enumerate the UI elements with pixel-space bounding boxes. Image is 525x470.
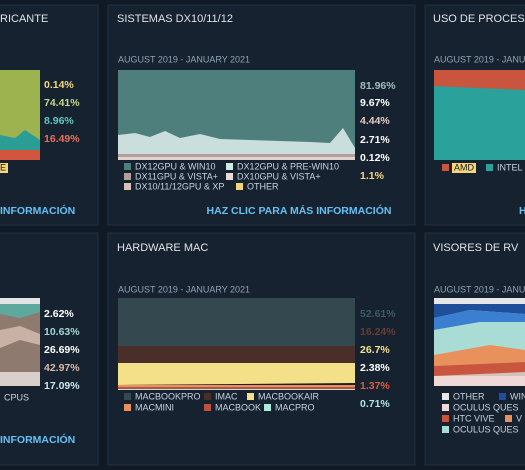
legend-label: DX12GPU & WIN10 (135, 161, 216, 171)
value-label: 0.12% (360, 152, 390, 164)
value-label: 42.97% (44, 362, 80, 374)
panel-title: USO DE PROCESA (433, 13, 525, 25)
panel-title: RICANTE (0, 13, 48, 25)
legend-swatch (442, 415, 449, 422)
value-label: 16.24% (360, 326, 396, 338)
legend-label: V (516, 413, 522, 423)
period: AUGUST 2019 - JANUA (434, 54, 525, 64)
legend-swatch (124, 163, 131, 170)
legend-label: OCULUS QUES (453, 402, 519, 412)
area-chart (0, 298, 40, 386)
value-label: 0.14% (44, 79, 74, 91)
legend-swatch (247, 393, 254, 400)
panel-title: VISORES DE RV (433, 242, 519, 254)
area-chart (118, 298, 355, 390)
legend-label: DX10/11/12GPU & XP (135, 181, 224, 191)
value-label: 10.63% (44, 326, 80, 338)
legend-label: OCULUS QUES (453, 424, 519, 434)
value-label: 52.61% (360, 308, 396, 320)
link[interactable]: H (519, 205, 525, 217)
area-chart (434, 298, 525, 386)
legend-swatch (204, 404, 211, 411)
legend-label: DX10GPU & VISTA+ (237, 171, 321, 181)
legend-highlight (452, 163, 476, 173)
legend-label: HTC VIVE (453, 413, 495, 423)
legend-swatch (124, 183, 131, 190)
legend-label: MACBOOKPRO (135, 391, 201, 401)
value-label: 0.71% (360, 398, 390, 410)
value-label: 2.38% (360, 362, 390, 374)
legend-swatch (442, 164, 449, 171)
value-label: 2.71% (360, 134, 390, 146)
value-label: 1.1% (360, 170, 385, 182)
legend-swatch (124, 404, 131, 411)
legend-label: OTHER (453, 391, 485, 401)
legend-label: AMD (454, 162, 475, 172)
legend-highlight (0, 163, 8, 173)
legend-swatch (264, 404, 271, 411)
legend-swatch (226, 173, 233, 180)
link[interactable]: INFORMACIÓN (0, 204, 75, 217)
value-label: 1.37% (360, 380, 390, 392)
legend-label: MACBOOK (215, 402, 261, 412)
legend-label: E (0, 162, 6, 172)
period: AUGUST 2019 - JANU (434, 284, 525, 294)
panel-title: HARDWARE MAC (117, 242, 208, 254)
legend-swatch (124, 173, 131, 180)
legend-label: INTEL (497, 162, 523, 172)
legend-label: WIN (510, 391, 525, 401)
legend-swatch (505, 415, 512, 422)
area-chart (0, 70, 40, 160)
area-chart (434, 70, 525, 160)
legend-label: OTHER (247, 181, 279, 191)
legend-swatch (486, 164, 493, 171)
value-label: 2.62% (44, 308, 74, 320)
value-label: 74.41% (44, 97, 80, 109)
value-label: 26.69% (44, 344, 80, 356)
panel-title: SISTEMAS DX10/11/12 (117, 13, 233, 25)
value-label: 9.67% (360, 97, 390, 109)
legend-swatch (226, 163, 233, 170)
value-label: 8.96% (44, 115, 74, 127)
period: AUGUST 2019 - JANUARY 2021 (118, 284, 250, 294)
value-label: 26.7% (360, 344, 390, 356)
link[interactable]: HAZ CLIC PARA MÁS INFORMACIÓN (207, 204, 392, 217)
legend-swatch (204, 393, 211, 400)
legend-label: DX11GPU & VISTA+ (135, 171, 218, 181)
legend-label: DX12GPU & PRE-WIN10 (237, 161, 339, 171)
legend-label: MACMINI (135, 402, 174, 412)
legend-swatch (442, 404, 449, 411)
value-label: 81.96% (360, 80, 396, 92)
area-chart (118, 70, 355, 160)
link[interactable]: INFORMACIÓN (0, 433, 75, 446)
legend-swatch (499, 393, 506, 400)
legend-label: MACPRO (275, 402, 315, 412)
legend-swatch (442, 426, 449, 433)
legend-label: IMAC (215, 391, 238, 401)
legend-label: MACBOOKAIR (258, 391, 320, 401)
value-label: 16.49% (44, 133, 80, 145)
value-label: 17.09% (44, 380, 80, 392)
legend-swatch (442, 393, 449, 400)
period: AUGUST 2019 - JANUARY 2021 (118, 54, 250, 64)
legend-swatch (124, 393, 131, 400)
legend-swatch (236, 183, 243, 190)
legend-label: CPUS (4, 392, 29, 402)
value-label: 4.44% (360, 115, 390, 127)
